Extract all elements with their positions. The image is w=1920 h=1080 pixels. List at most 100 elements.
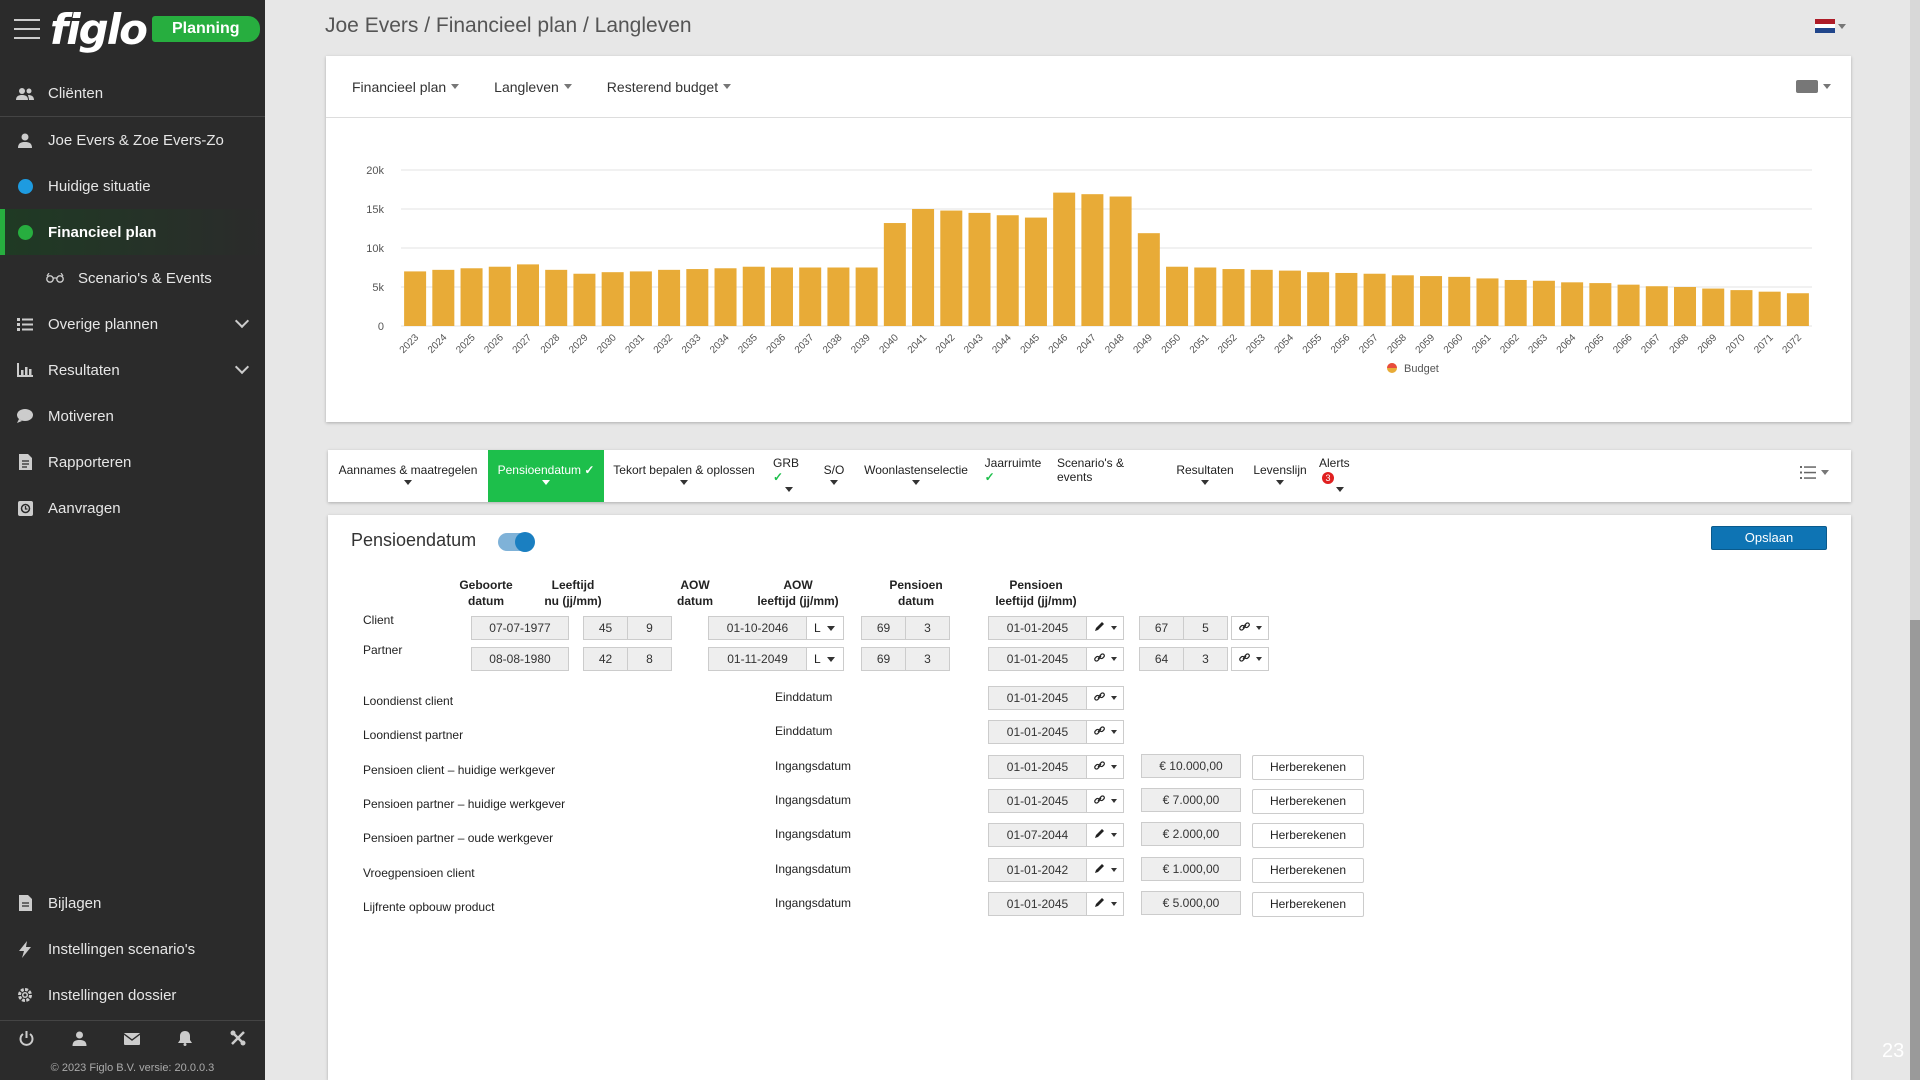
chart-bar[interactable] — [714, 268, 737, 326]
item-date-field[interactable]: 01-01-2042 — [988, 857, 1087, 882]
chart-bar[interactable] — [1024, 217, 1047, 326]
page-scrollbar[interactable] — [1910, 0, 1920, 1080]
tab-pensioendatum[interactable]: Pensioendatum ✓ — [488, 450, 604, 502]
tab-list-menu[interactable] — [1800, 466, 1829, 479]
tab-aannames-maatregelen[interactable]: Aannames & maatregelen — [328, 450, 488, 502]
power-icon[interactable] — [19, 1030, 34, 1051]
chart-bar[interactable] — [855, 267, 878, 327]
aow-years-field[interactable]: 69 — [861, 616, 906, 640]
tab-tekort-bepalen-oplossen[interactable]: Tekort bepalen & oplossen — [604, 450, 764, 502]
item-date-mode-button[interactable] — [1086, 754, 1124, 779]
tab-resultaten[interactable]: Resultaten — [1160, 450, 1250, 502]
chart-bar[interactable] — [1137, 233, 1160, 326]
view-dropdown[interactable]: Resterend budget — [607, 79, 732, 95]
chart-bar[interactable] — [1504, 279, 1527, 326]
item-date-mode-button[interactable] — [1086, 686, 1124, 710]
chart-bar[interactable] — [1391, 275, 1414, 326]
bell-icon[interactable] — [178, 1030, 193, 1051]
chart-bar[interactable] — [686, 269, 709, 326]
user-icon[interactable] — [72, 1031, 87, 1051]
pension-date-mode-button[interactable] — [1086, 616, 1124, 640]
chart-bar[interactable] — [1278, 270, 1301, 326]
item-date-field[interactable]: 01-01-2045 — [988, 686, 1087, 710]
tab-levenslijn[interactable]: Levenslijn — [1250, 450, 1310, 502]
chart-bar[interactable] — [460, 268, 483, 326]
chart-bar[interactable] — [996, 215, 1019, 326]
chart-bar[interactable] — [1476, 278, 1499, 326]
chart-bar[interactable] — [1307, 272, 1330, 326]
pension-years-field[interactable]: 64 — [1139, 647, 1184, 671]
sidebar-item-huidige-situatie[interactable]: Huidige situatie — [0, 163, 265, 209]
pension-date-mode-button[interactable] — [1086, 647, 1124, 671]
recalculate-button[interactable]: Herberekenen — [1252, 788, 1364, 814]
chart-bar[interactable] — [1420, 276, 1443, 326]
chart-bar[interactable] — [545, 269, 568, 326]
chart-bar[interactable] — [404, 271, 427, 326]
pension-date-field[interactable]: 01-01-2045 — [988, 647, 1087, 671]
chart-bar[interactable] — [912, 209, 935, 326]
sidebar-item-overige-plannen[interactable]: Overige plannen — [0, 301, 265, 347]
aow-type-select[interactable]: L — [806, 616, 844, 640]
chevron-down-icon[interactable] — [234, 313, 250, 329]
chart-bar[interactable] — [432, 269, 455, 326]
age-years-field[interactable]: 42 — [583, 647, 628, 671]
item-date-field[interactable]: 01-01-2045 — [988, 891, 1087, 916]
sidebar-item-instellingen-dossier[interactable]: Instellingen dossier — [0, 972, 265, 1018]
sidebar-item-scenarios-events[interactable]: Scenario's & Events — [0, 255, 265, 301]
chart-bar[interactable] — [1702, 288, 1725, 326]
chart-bar[interactable] — [1166, 266, 1189, 326]
legend-label[interactable]: Budget — [1404, 363, 1439, 375]
item-date-mode-button[interactable] — [1086, 891, 1124, 916]
sidebar-item-rapporteren[interactable]: Rapporteren — [0, 439, 265, 485]
chart-bar[interactable] — [1081, 194, 1104, 326]
pensioendatum-toggle[interactable] — [498, 532, 535, 552]
sidebar-item-clienten[interactable]: Cliënten — [0, 71, 265, 117]
chart-bar[interactable] — [658, 269, 681, 326]
chart-bar[interactable] — [1758, 291, 1781, 326]
chart-bar[interactable] — [1448, 276, 1471, 326]
netherlands-flag-icon[interactable] — [1815, 19, 1835, 34]
item-date-mode-button[interactable] — [1086, 823, 1124, 848]
age-months-field[interactable]: 8 — [627, 647, 672, 671]
age-months-field[interactable]: 9 — [627, 616, 672, 640]
aow-date-field[interactable]: 01-10-2046 — [708, 616, 807, 640]
sidebar-item-resultaten[interactable]: Resultaten — [0, 347, 265, 393]
chart-bar[interactable] — [799, 267, 822, 327]
item-amount-field[interactable]: € 10.000,00 — [1141, 753, 1241, 778]
chart-bar[interactable] — [940, 210, 963, 326]
aow-years-field[interactable]: 69 — [861, 647, 906, 671]
pension-months-field[interactable]: 3 — [1183, 647, 1228, 671]
chart-bar[interactable] — [573, 273, 596, 326]
item-date-field[interactable]: 01-01-2045 — [988, 720, 1087, 745]
chart-bar[interactable] — [1335, 272, 1358, 326]
sidebar-item-bijlagen[interactable]: Bijlagen — [0, 880, 265, 926]
aow-type-select[interactable]: L — [806, 647, 844, 671]
tab-alerts[interactable]: Alerts 3 — [1310, 450, 1370, 502]
item-date-mode-button[interactable] — [1086, 788, 1124, 813]
item-date-field[interactable]: 01-01-2045 — [988, 754, 1087, 779]
chart-bar[interactable] — [1645, 286, 1668, 326]
chart-bar[interactable] — [968, 212, 991, 326]
chart-bar[interactable] — [629, 271, 652, 326]
sidebar-item-aanvragen[interactable]: Aanvragen — [0, 485, 265, 531]
item-amount-field[interactable]: € 7.000,00 — [1141, 787, 1241, 812]
chart-view-toggle[interactable] — [1796, 80, 1831, 93]
tab-s-o[interactable]: S/O — [814, 450, 854, 502]
chart-bar[interactable] — [827, 267, 850, 327]
chart-bar[interactable] — [516, 264, 539, 326]
sidebar-item-motiveren[interactable]: Motiveren — [0, 393, 265, 439]
scenario-dropdown[interactable]: Langleven — [494, 79, 572, 95]
chart-bar[interactable] — [1053, 192, 1076, 326]
item-amount-field[interactable]: € 1.000,00 — [1141, 856, 1241, 881]
tab-scenario-s-events[interactable]: Scenario's & events — [1048, 450, 1160, 502]
sidebar-item-financieel-plan[interactable]: Financieel plan — [0, 209, 265, 255]
chart-bar[interactable] — [1222, 269, 1245, 326]
recalculate-button[interactable]: Herberekenen — [1252, 823, 1364, 849]
tools-icon[interactable] — [230, 1030, 246, 1051]
recalculate-button[interactable]: Herberekenen — [1252, 891, 1364, 917]
recalculate-button[interactable]: Herberekenen — [1252, 754, 1364, 780]
pension-age-mode-button[interactable] — [1231, 647, 1269, 671]
chart-bar[interactable] — [1532, 280, 1555, 326]
plan-dropdown[interactable]: Financieel plan — [352, 79, 460, 95]
item-date-field[interactable]: 01-07-2044 — [988, 823, 1087, 848]
